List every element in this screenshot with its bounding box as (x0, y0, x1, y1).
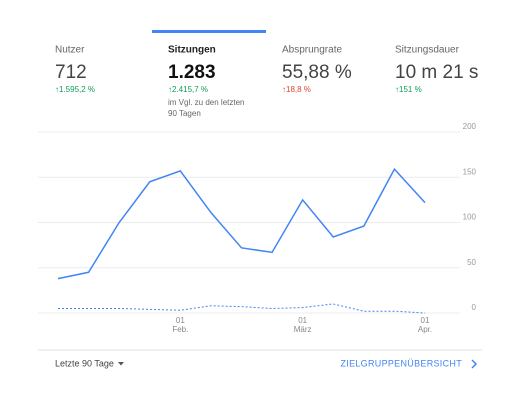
metric-label: Absprungrate (282, 45, 342, 56)
x-tick-label: Apr. (418, 325, 432, 334)
metric-label: Sitzungen (168, 45, 216, 56)
x-tick-label: 01 (176, 316, 185, 325)
y-tick-label: 50 (467, 258, 476, 267)
range-selector[interactable]: Letzte 90 Tage (55, 358, 114, 368)
metric-value: 10 m 21 s (395, 62, 478, 83)
metric-value: 712 (55, 62, 87, 83)
metric-change: ↑2.415,7 % (168, 85, 208, 94)
dropdown-icon (118, 362, 124, 366)
x-tick-label: Feb. (172, 325, 188, 334)
chevron (471, 359, 478, 369)
metric-change: ↑1.595,2 % (55, 85, 95, 94)
metric-change: ↑151 % (395, 85, 422, 94)
y-tick-label: 150 (463, 167, 477, 176)
metric-label: Sitzungsdauer (395, 45, 460, 56)
x-tick-label: 01 (421, 316, 430, 325)
card (38, 30, 482, 378)
y-tick-label: 100 (463, 213, 477, 222)
metric-note: 90 Tagen (168, 109, 201, 118)
line-series (57, 167, 426, 280)
tab-indicator (152, 30, 266, 33)
metric-note: im Vgl. zu den letzten (168, 98, 244, 107)
metric-value: 55,88 % (282, 62, 352, 83)
metric-value: 1.283 (168, 62, 216, 83)
line-series (58, 303, 426, 314)
y-tick-label: 200 (463, 122, 477, 131)
overview-link[interactable]: ZIELGRUPPENÜBERSICHT (340, 358, 462, 368)
metric-change: ↑18,8 % (282, 85, 311, 94)
x-tick-label: März (294, 325, 312, 334)
metric-label: Nutzer (55, 45, 85, 56)
x-tick-label: 01 (298, 316, 307, 325)
y-tick-label: 0 (472, 303, 477, 312)
